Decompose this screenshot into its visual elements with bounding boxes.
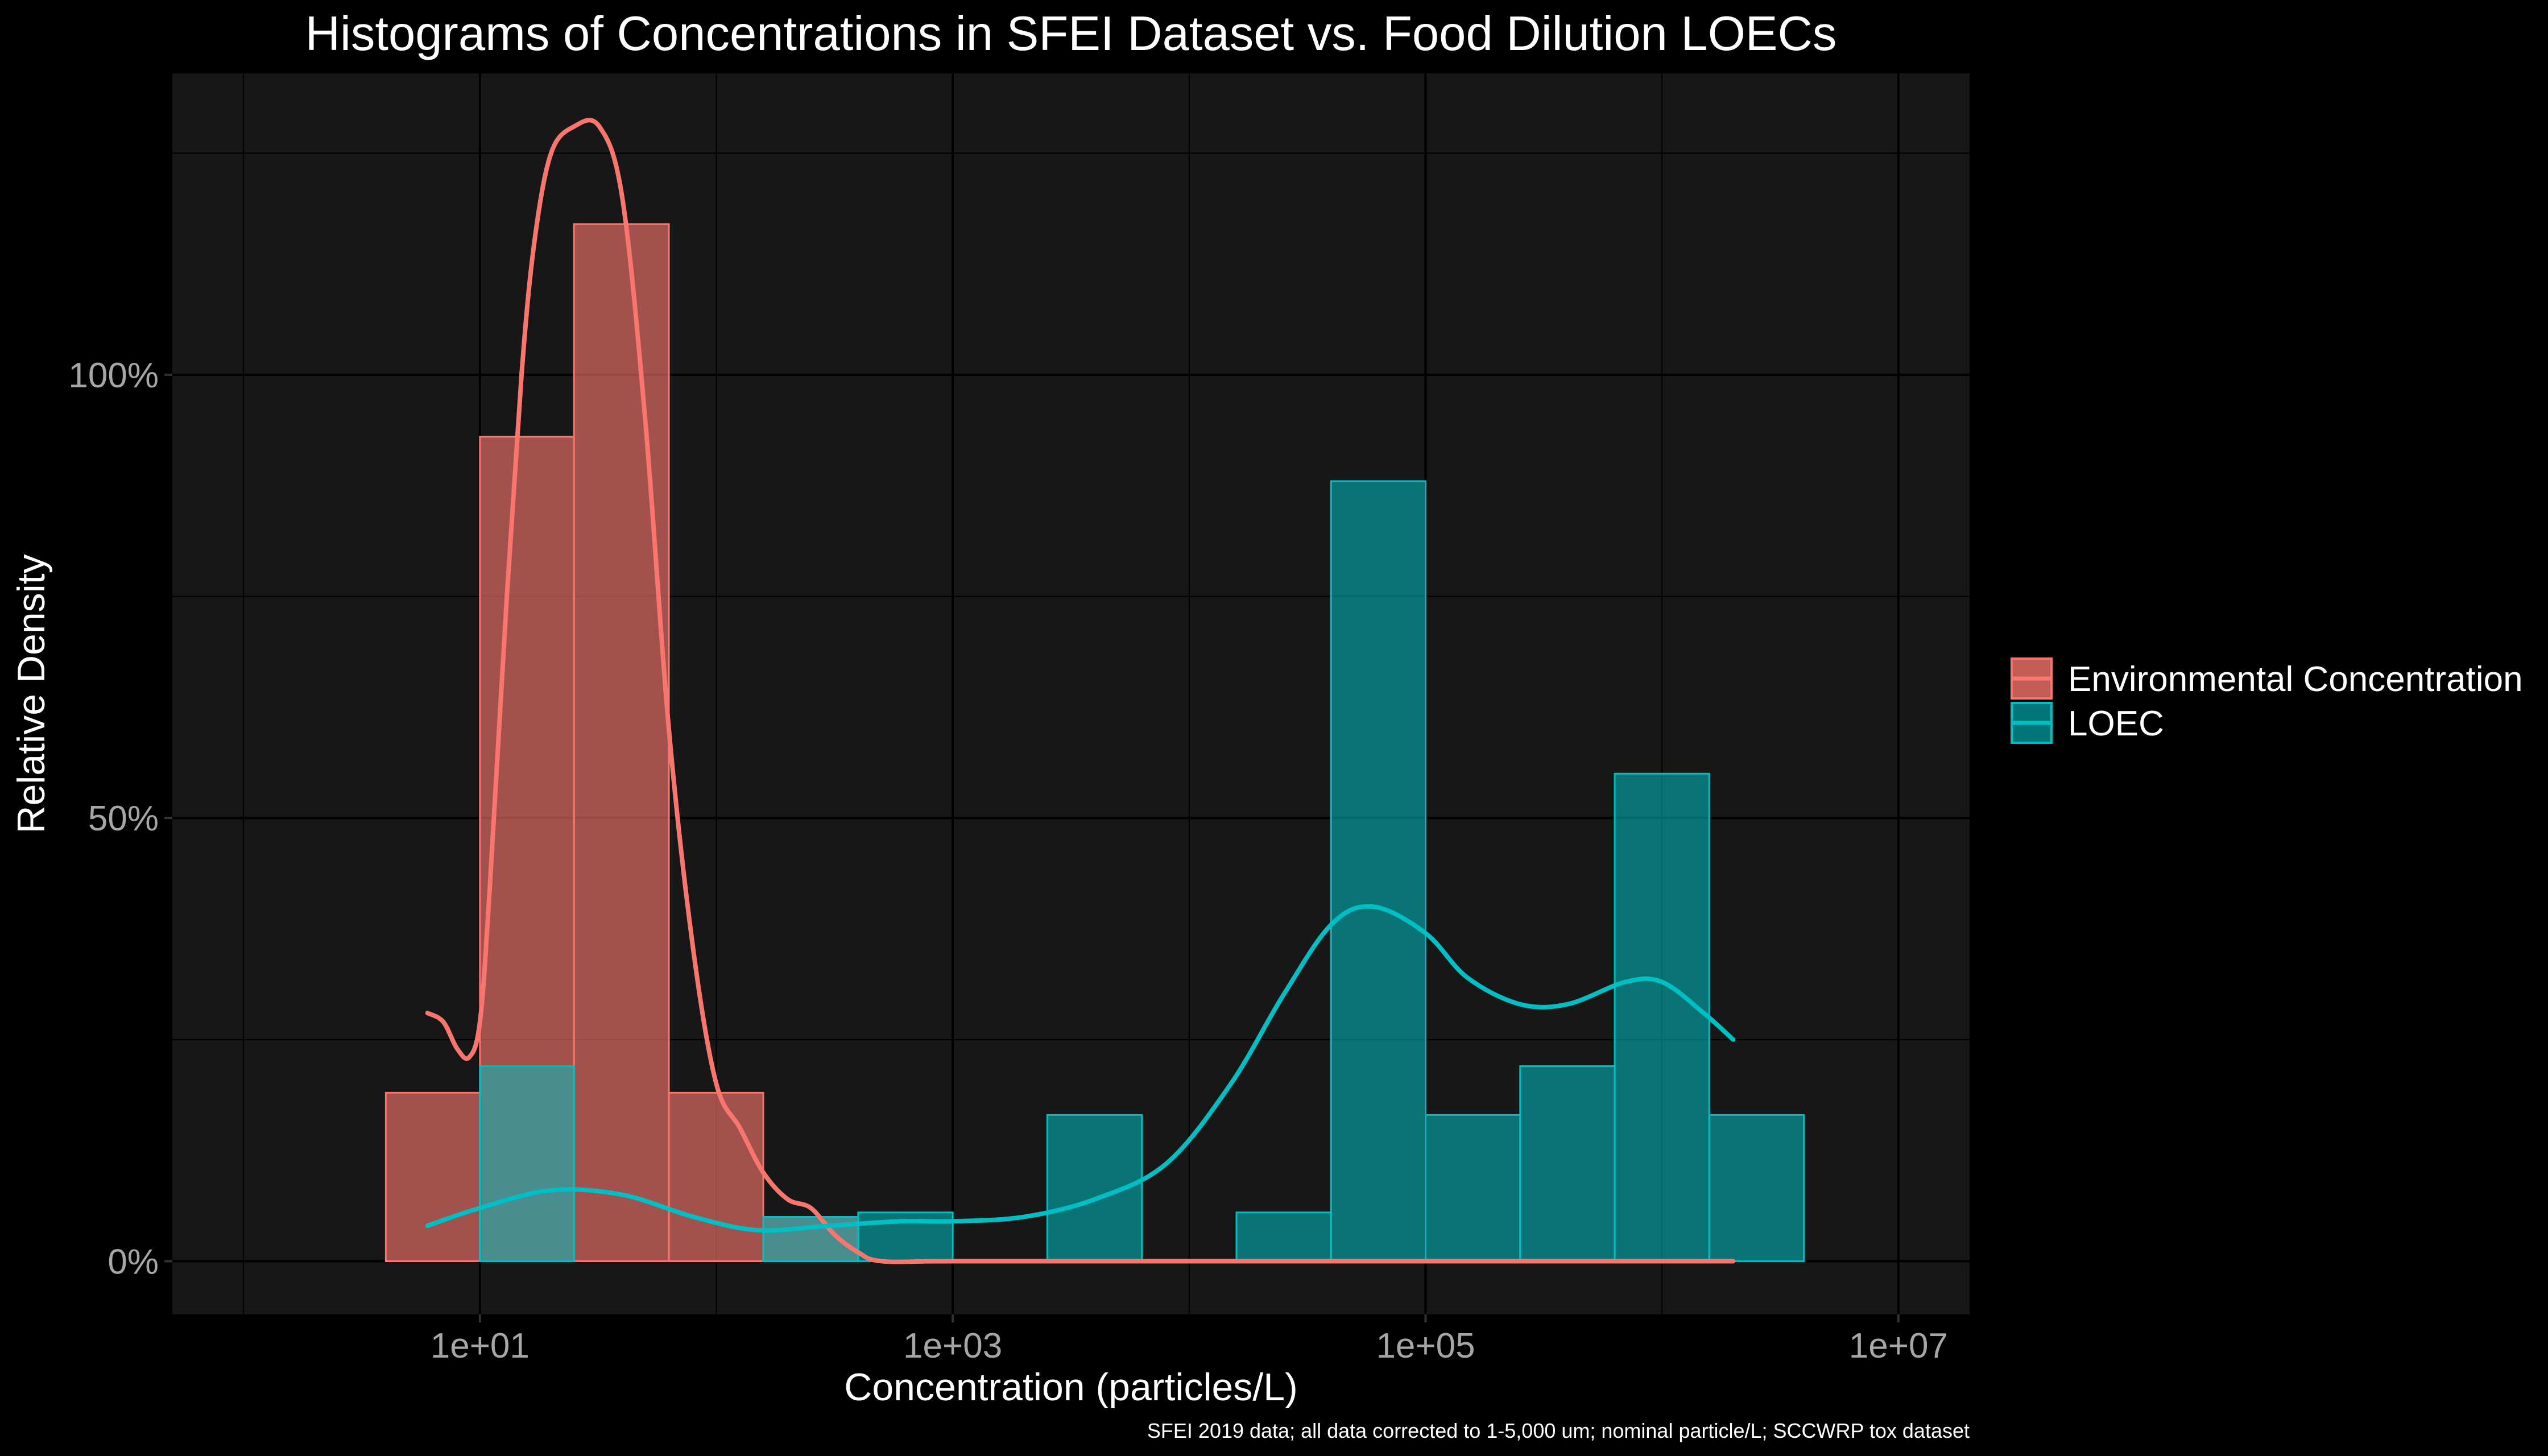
x-tick-label: 1e+07 (1849, 1326, 1948, 1366)
x-axis-ticks: 1e+01 1e+03 1e+05 1e+07 (431, 1314, 1948, 1366)
legend-label-environmental: Environmental Concentration (2068, 660, 2523, 699)
bar-loec (1708, 1114, 1805, 1262)
bar-environmental (384, 1091, 481, 1262)
y-axis-title: Relative Density (10, 554, 53, 833)
y-tick-label: 100% (68, 356, 159, 395)
bar-loec (1519, 1065, 1616, 1262)
x-tick-label: 1e+03 (903, 1326, 1002, 1366)
x-tick-label: 1e+01 (431, 1326, 530, 1366)
x-tick-label: 1e+05 (1376, 1326, 1475, 1366)
legend: Environmental Concentration LOEC (2011, 657, 2523, 744)
bar-loec (479, 1065, 575, 1262)
density-curve-loec (425, 904, 1736, 1233)
x-axis-title: Concentration (particles/L) (844, 1366, 1297, 1409)
bar-loec (1614, 772, 1710, 1262)
bar-environmental (668, 1091, 764, 1262)
legend-item-loec: LOEC (2011, 702, 2164, 744)
y-tick-label: 0% (107, 1242, 159, 1281)
y-tick-label: 50% (88, 799, 159, 838)
density-curve-environmental (425, 118, 1736, 1264)
bar-loec (1425, 1114, 1521, 1262)
chart-caption: SFEI 2019 data; all data corrected to 1-… (1147, 1419, 1970, 1442)
grid-minor (172, 73, 1970, 1314)
bar-loec (1330, 480, 1427, 1262)
legend-label-loec: LOEC (2068, 704, 2164, 743)
histogram-bars (384, 223, 1805, 1262)
bar-loec (1235, 1211, 1332, 1262)
chart-title: Histograms of Concentrations in SFEI Dat… (305, 7, 1837, 61)
density-curves (425, 118, 1736, 1264)
y-axis-ticks: 0% 50% 100% (68, 356, 172, 1281)
legend-item-environmental: Environmental Concentration (2011, 657, 2523, 700)
bar-environmental (573, 223, 670, 1262)
